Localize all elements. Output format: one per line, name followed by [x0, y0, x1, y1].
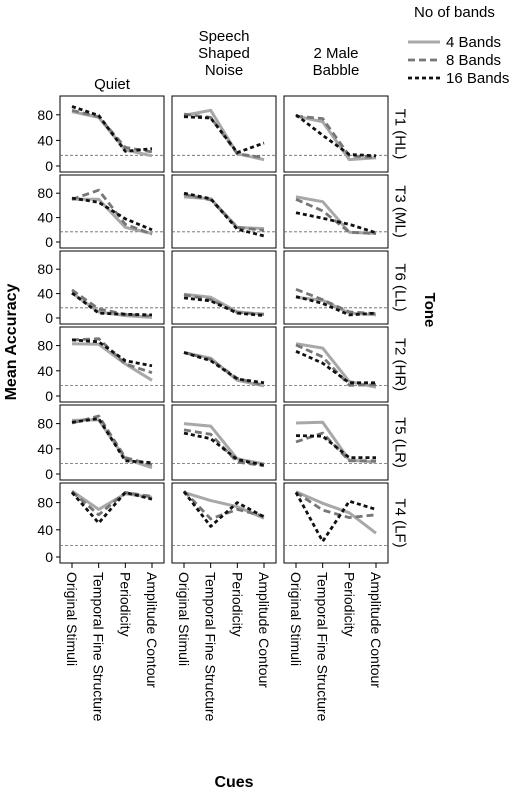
series-line-8-bands: [183, 193, 265, 232]
y-tick-label: 80: [37, 107, 53, 123]
y-tick-label: 0: [45, 158, 53, 174]
x-tick-label: Amplitude Contour: [144, 572, 160, 688]
column-title: 2 Male: [313, 45, 358, 62]
y-tick-label: 40: [37, 522, 53, 538]
series-line-8-bands: [183, 293, 265, 316]
series-line-8-bands: [295, 491, 377, 519]
series-line-16-bands: [295, 350, 376, 385]
column-title: Speech: [199, 28, 250, 45]
column-title: Babble: [313, 62, 360, 79]
panel-frame: [171, 482, 277, 564]
panel-frame: [283, 95, 389, 173]
y-tick-label: 40: [37, 286, 53, 302]
y-tick-label: 0: [45, 549, 53, 565]
row-label: T6 (LL): [392, 263, 409, 311]
series-line-16-bands: [182, 490, 265, 528]
panel-frame: [283, 250, 389, 325]
row-facet-title: Tone: [421, 293, 438, 328]
x-tick-label: Original Stimuli: [176, 572, 192, 666]
row-label: T3 (ML): [392, 185, 409, 238]
series-line-16-bands: [295, 113, 377, 158]
column-title: Noise: [205, 62, 243, 79]
series-line-8-bands: [295, 287, 377, 316]
panel-frame: [59, 404, 165, 481]
series-line-16-bands: [70, 490, 153, 525]
y-tick-label: 40: [37, 132, 53, 148]
x-tick-label: Periodicity: [117, 572, 133, 637]
series-line-16-bands: [295, 434, 376, 460]
series-line-16-bands: [71, 417, 153, 465]
series-line-16-bands: [183, 351, 265, 385]
series-line-8-bands: [183, 351, 265, 387]
x-axis-title: Cues: [214, 774, 253, 791]
x-tick-label: Temporal Fine Structure: [203, 572, 219, 722]
y-tick-label: 40: [37, 441, 53, 457]
series-line-4-bands: [71, 342, 153, 382]
y-tick-label: 80: [37, 495, 53, 511]
x-tick-label: Temporal Fine Structure: [91, 572, 107, 722]
panel-frame: [59, 326, 165, 403]
y-tick-label: 0: [45, 234, 53, 250]
panel-frame: [283, 174, 389, 249]
y-axis-title: Mean Accuracy: [3, 284, 20, 401]
series-line-4-bands: [183, 108, 265, 162]
y-tick-label: 80: [37, 185, 53, 201]
legend-title: No of bands: [414, 4, 495, 21]
y-tick-label: 0: [45, 466, 53, 482]
x-tick-label: Periodicity: [341, 572, 357, 637]
series-line-16-bands: [71, 338, 153, 368]
series-line-16-bands: [183, 115, 265, 155]
series-line-4-bands: [295, 195, 377, 235]
column-title: Shaped: [198, 45, 250, 62]
y-tick-label: 40: [37, 363, 53, 379]
x-tick-label: Periodicity: [229, 572, 245, 637]
y-tick-label: 80: [37, 261, 53, 277]
y-tick-label: 80: [37, 416, 53, 432]
x-tick-label: Original Stimuli: [64, 572, 80, 666]
series-line-16-bands: [294, 491, 377, 543]
column-title: Quiet: [94, 76, 131, 93]
row-label: T4 (LF): [392, 498, 409, 547]
legend-label: 16 Bands: [446, 70, 509, 87]
series-line-8-bands: [71, 414, 153, 466]
row-label: T1 (HL): [392, 109, 409, 160]
row-label: T2 (HR): [392, 338, 409, 391]
series-line-16-bands: [71, 196, 153, 232]
x-tick-label: Amplitude Contour: [256, 572, 272, 688]
series-line-8-bands: [182, 490, 265, 521]
x-tick-label: Original Stimuli: [288, 572, 304, 666]
series-line-4-bands: [183, 422, 265, 466]
series-line-8-bands: [183, 112, 265, 160]
y-tick-label: 0: [45, 310, 53, 326]
series-line-16-bands: [183, 431, 265, 467]
series-line-8-bands: [295, 343, 377, 387]
legend-label: 4 Bands: [446, 34, 501, 51]
series-line-8-bands: [295, 114, 377, 160]
x-tick-label: Temporal Fine Structure: [315, 572, 331, 722]
legend-label: 8 Bands: [446, 52, 501, 69]
panel-frame: [171, 250, 277, 325]
panel-frame: [171, 326, 277, 403]
series-line-16-bands: [71, 105, 153, 153]
series-line-8-bands: [295, 198, 377, 235]
series-line-8-bands: [71, 288, 153, 318]
series-line-4-bands: [72, 197, 153, 235]
series-line-16-bands: [295, 295, 377, 317]
series-line-16-bands: [71, 291, 153, 317]
series-line-4-bands: [295, 490, 377, 535]
y-tick-label: 40: [37, 210, 53, 226]
series-line-4-bands: [295, 114, 377, 162]
series-line-8-bands: [71, 188, 153, 236]
x-tick-label: Amplitude Contour: [368, 572, 384, 688]
row-label: T5 (LR): [392, 417, 409, 468]
y-tick-label: 80: [37, 338, 53, 354]
y-tick-label: 0: [45, 388, 53, 404]
